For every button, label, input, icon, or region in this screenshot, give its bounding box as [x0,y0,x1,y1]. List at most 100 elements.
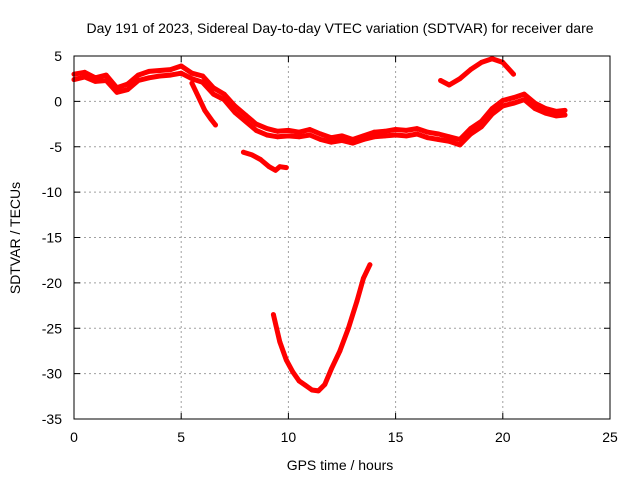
series-point [168,67,173,72]
series-layer [71,56,568,394]
series-point [178,63,184,69]
series-point [211,85,216,91]
series-point [307,127,313,132]
series-point [266,164,272,170]
series-point [316,388,321,394]
series-point [275,128,281,134]
series-point [286,133,291,139]
y-tick-label: -15 [42,230,62,246]
series-point [403,127,409,133]
series-point [241,149,246,155]
y-tick-label: -20 [42,275,62,291]
series-point [511,100,516,106]
series-point [264,132,270,138]
series-point [309,387,315,393]
series-point [211,91,216,97]
series-point [82,69,88,75]
series-point [511,71,516,77]
x-axis-label: GPS time / hours [287,457,394,473]
series-point [283,357,289,363]
series-point [232,109,238,115]
chart-title: Day 191 of 2023, Sidereal Day-to-day VTE… [86,20,593,36]
series-point [339,138,345,143]
series-point [93,79,98,84]
series-point [103,78,109,83]
series-point [500,60,506,65]
y-tick-label: -30 [42,366,62,382]
series-point [178,70,184,76]
series-point [393,132,398,138]
series-point [403,133,409,139]
series-point [243,112,248,118]
series-point [249,152,255,158]
series-point [489,56,495,62]
series-point [221,91,227,97]
series-point [457,76,463,82]
series-point [135,72,141,78]
series-point [125,87,130,92]
series-point [82,74,88,80]
series-point [511,95,516,101]
series-point [371,134,377,140]
series-point [168,72,173,78]
series-point [253,127,259,133]
series-point [346,325,351,331]
series-point [532,106,538,111]
series-point [196,94,201,100]
x-tick-label: 15 [388,429,404,445]
series-point [489,106,495,111]
series-point [468,126,473,131]
series-point [296,378,302,384]
y-tick-label: -5 [50,139,63,155]
series-point [277,164,283,170]
series-point [328,139,334,145]
series-point [446,134,452,140]
series-point [221,97,227,102]
series-point [393,127,398,132]
series-point [382,133,388,139]
series-point [521,91,527,97]
series-point [350,140,356,146]
series-point [361,137,366,142]
x-tick-label: 25 [602,429,618,445]
series-point [202,108,208,113]
series-point [189,80,195,86]
y-tick-label: -10 [42,184,62,200]
series-point [264,126,270,131]
series-point [438,78,443,83]
series-point [135,78,141,83]
series-point [436,137,441,142]
series-point [146,69,152,74]
series-point [157,73,163,79]
series-point [489,111,495,117]
series-point [271,312,276,317]
series-point [328,135,334,141]
series-point [500,98,506,103]
series-point [146,75,152,81]
y-axis-label: SDTVAR / TECUs [7,182,23,294]
series-point [468,67,473,72]
series-point [303,383,308,388]
x-tick-label: 10 [281,429,297,445]
series-point [382,128,388,134]
grid [74,56,610,419]
series-point [414,126,420,131]
series-point [371,129,377,135]
series-point [286,127,291,133]
series-point [554,109,559,114]
series-point [318,137,323,142]
series-point [290,369,296,375]
series-point [339,133,345,139]
series-point [425,129,431,135]
series-point [479,124,484,130]
series-point [258,157,263,162]
y-tick-label: 5 [54,48,62,64]
series-point [446,138,452,144]
series-point [425,135,431,141]
series-point [296,129,302,135]
y-tick-label: 0 [54,93,62,109]
series-point [157,68,163,73]
series-point [103,72,109,78]
